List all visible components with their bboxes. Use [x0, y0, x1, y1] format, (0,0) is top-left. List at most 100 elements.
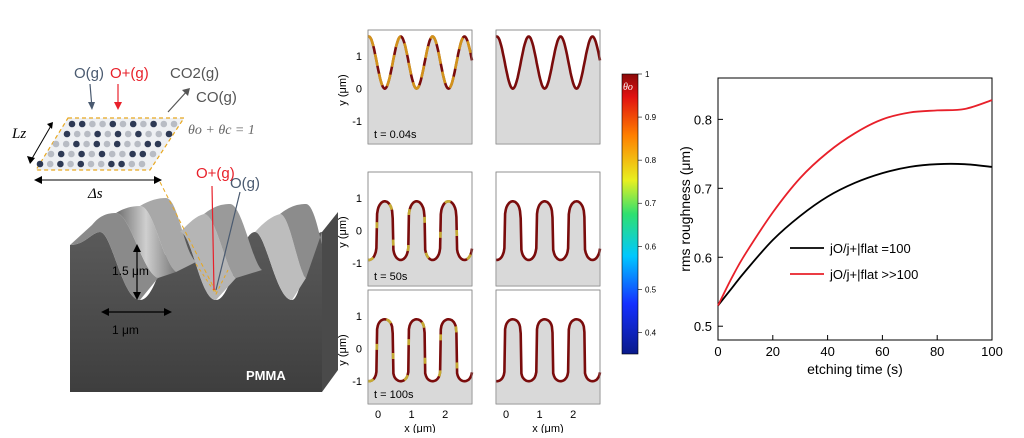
x-tick-label: 0	[714, 344, 721, 359]
colorbar: 1 0.9 0.8 0.7 0.6 0.5 0.4 θo	[621, 70, 657, 355]
surface-site	[104, 130, 112, 138]
y-tick-label: -1	[352, 258, 362, 270]
co2-label: CO2(g)	[170, 65, 219, 82]
material-region	[368, 201, 472, 286]
material-region	[496, 201, 600, 286]
y-tick-label: -1	[352, 116, 362, 128]
profile-curve	[368, 199, 474, 262]
surface-site	[128, 160, 136, 168]
series-line	[717, 99, 993, 306]
lz-label: Lz	[11, 126, 26, 142]
profile-panel	[495, 171, 602, 287]
x-tick-label: 1	[537, 409, 543, 421]
time-label: t = 50s	[374, 271, 408, 283]
pmma-top-surface	[70, 213, 158, 300]
surface-site	[57, 150, 65, 158]
surface-site	[88, 150, 96, 158]
o-neutral-label-2: O(g)	[230, 175, 260, 192]
surface-site	[36, 160, 44, 168]
legend-label: jO/j+|flat >>100	[829, 267, 918, 282]
x-tick-label: 100	[981, 344, 1003, 359]
colorbar-label: θo	[623, 82, 633, 93]
surface-site	[97, 160, 105, 168]
y-tick-label: 1	[356, 193, 362, 205]
profile-curve	[367, 318, 474, 383]
y-tick-label: 1	[356, 51, 362, 63]
surface-site	[154, 140, 162, 148]
surface-site	[68, 120, 76, 128]
profile-curve	[367, 35, 474, 91]
time-label: t = 0.04s	[374, 129, 417, 141]
surface-site	[124, 140, 131, 148]
y-tick-label: 0	[356, 226, 362, 238]
surface-site	[78, 150, 85, 158]
x-axis-label: x (μm)	[404, 423, 435, 433]
surface-sites	[36, 120, 178, 168]
surface-site	[68, 150, 75, 158]
material-region	[368, 36, 472, 144]
o-ion-label: O+(g)	[110, 65, 149, 82]
surface-site	[108, 150, 116, 158]
y-tick-label: 0.8	[694, 112, 712, 127]
material-region	[496, 36, 600, 144]
y-axis-label: rms roughness (μm)	[677, 146, 693, 272]
height-label: 1.5 μm	[112, 264, 149, 278]
y-tick-label: 0.6	[694, 250, 712, 265]
surface-site	[165, 130, 173, 138]
x-tick-label: 20	[766, 344, 780, 359]
surface-site	[73, 130, 81, 138]
width-label: 1 μm	[112, 323, 139, 337]
surface-site	[129, 120, 137, 128]
profile-curve	[496, 199, 602, 262]
surface-site	[119, 120, 127, 128]
surface-site	[103, 140, 111, 148]
surface-site	[89, 120, 96, 128]
surface-site	[98, 150, 106, 158]
plot-frame	[717, 77, 993, 341]
material-region	[496, 319, 600, 404]
profile-panel: t = 50s 1 0 -1y (μm)	[337, 171, 474, 287]
schematic-panel: 1.5 μm 1 μm PMMA O(g) O+(g) CO2(g) CO(g)…	[11, 65, 338, 392]
surface-site	[87, 160, 95, 168]
profile-panel: t = 100s 1 0 -1y (μm)	[337, 289, 474, 405]
colorbar-tick-label: 0.6	[645, 242, 657, 251]
pmma-front-face	[70, 232, 322, 392]
profile-panel: t = 0.04s 1 0 -1y (μm)	[337, 29, 474, 145]
surface-site	[77, 160, 85, 168]
surface-site	[119, 150, 126, 158]
surface-site	[140, 120, 147, 128]
o-neutral-label: O(g)	[74, 65, 104, 82]
surface-site	[114, 130, 122, 138]
surface-site	[129, 150, 136, 158]
surface-site	[109, 120, 117, 128]
x-tick-label: 1	[409, 409, 415, 421]
time-label: t = 100s	[374, 389, 414, 401]
surface-site	[150, 120, 157, 128]
surface-site	[57, 160, 64, 168]
surface-site	[46, 160, 54, 168]
x-tick-label: 0	[375, 409, 381, 421]
surface-site	[124, 130, 132, 138]
x-axis-label: x (μm)	[532, 423, 563, 433]
surface-site	[149, 150, 157, 158]
x-tick-label: 0	[503, 409, 509, 421]
surface-site	[134, 140, 141, 148]
profile-panel	[495, 29, 602, 145]
surface-site	[78, 120, 86, 128]
legend-label: jO/j+|flat =100	[829, 241, 911, 256]
y-tick-label: 0.7	[694, 181, 712, 196]
surface-site	[160, 120, 168, 128]
surface-site	[99, 120, 106, 128]
profile-panel	[495, 289, 602, 405]
series-line	[717, 162, 993, 307]
material-label: PMMA	[246, 368, 286, 383]
o-ion-label-2: O+(g)	[196, 165, 235, 182]
surface-site	[138, 160, 146, 168]
surface-site	[52, 140, 60, 148]
surface-site	[135, 130, 142, 138]
surface-site	[94, 130, 101, 138]
x-tick-label: 40	[820, 344, 834, 359]
y-tick-label: 0	[356, 84, 362, 96]
